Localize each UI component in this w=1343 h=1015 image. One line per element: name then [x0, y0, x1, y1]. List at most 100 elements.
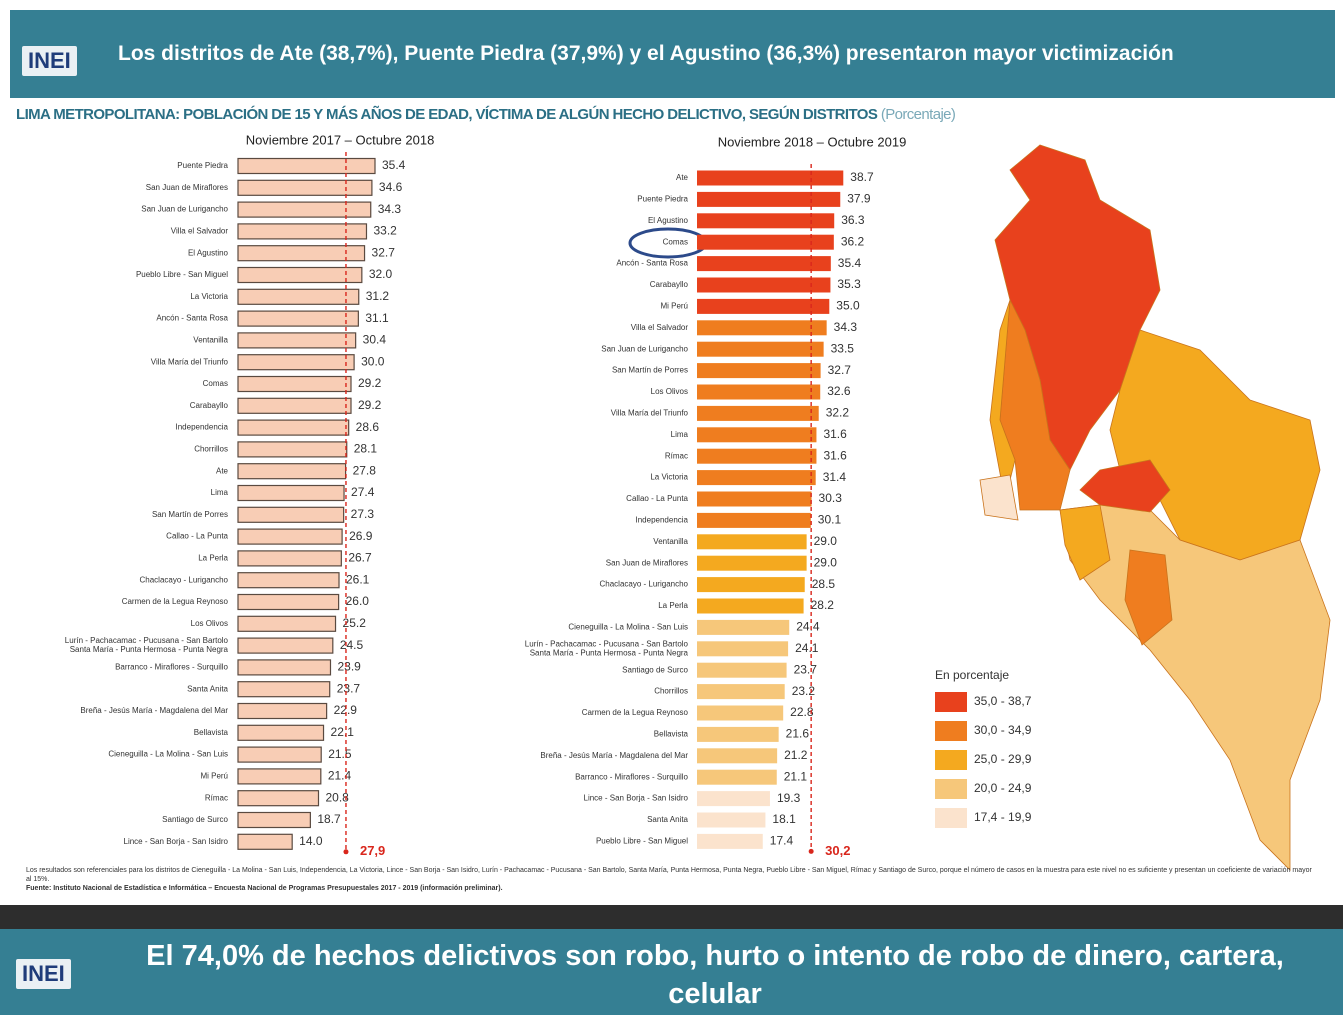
bar	[697, 405, 819, 421]
legend-label: 25,0 - 29,9	[974, 752, 1032, 766]
value-label: 21.5	[328, 747, 352, 761]
category-label: Breña - Jesús María - Magdalena del Mar	[540, 751, 688, 760]
bar	[697, 748, 778, 764]
category-label: Lince - San Borja - San Isidro	[124, 837, 229, 846]
category-label: Ate	[216, 466, 229, 475]
value-label: 36.3	[841, 213, 865, 227]
bar	[237, 419, 350, 436]
value-label: 14.0	[299, 834, 323, 848]
value-label: 23.2	[792, 684, 816, 698]
bar	[237, 768, 322, 785]
bar	[237, 572, 340, 589]
bar	[237, 179, 373, 196]
average-label: 30,2	[825, 843, 850, 858]
category-label: Barranco - Miraflores - Surquillo	[575, 772, 688, 781]
value-label: 32.7	[828, 363, 852, 377]
category-label: San Martín de Porres	[152, 510, 228, 519]
category-label: Villa el Salvador	[631, 323, 689, 332]
bar	[697, 705, 784, 721]
bar	[697, 512, 811, 528]
category-label: Independencia	[176, 423, 229, 432]
bar	[237, 223, 368, 240]
value-label: 34.3	[378, 202, 402, 216]
average-label: 27,9	[360, 843, 385, 858]
category-label: Ventanilla	[193, 336, 228, 345]
legend-swatch	[935, 721, 967, 741]
bar	[697, 577, 805, 593]
next-title: El 74,0% de hechos delictivos son robo, …	[146, 940, 1284, 1010]
value-label: 32.0	[369, 267, 393, 281]
category-label: El Agustino	[648, 216, 689, 225]
bar	[237, 790, 320, 807]
value-label: 26.0	[346, 594, 370, 608]
bar	[697, 277, 831, 293]
value-label: 35.3	[837, 277, 861, 291]
category-label: Breña - Jesús María - Magdalena del Mar	[80, 706, 228, 715]
legend-swatch	[935, 779, 967, 799]
bar	[237, 702, 328, 720]
value-label: 29.2	[358, 398, 382, 412]
bar	[697, 234, 834, 250]
next-banner: INEI El 74,0% de hechos delictivos son r…	[0, 929, 1343, 1015]
bar	[237, 506, 345, 523]
bar	[697, 491, 812, 507]
bar	[697, 555, 807, 571]
category-label: Los Olivos	[651, 387, 688, 396]
bar	[697, 619, 790, 635]
bar	[237, 397, 352, 414]
category-label: Santiago de Surco	[162, 815, 228, 824]
bar	[697, 213, 835, 229]
bar	[697, 470, 816, 486]
bar	[697, 448, 817, 464]
bar	[697, 256, 831, 272]
value-label: 22.8	[790, 705, 814, 719]
bar	[697, 833, 763, 849]
value-label: 28.1	[354, 442, 378, 456]
category-label: Rímac	[665, 451, 688, 460]
bar	[237, 245, 366, 262]
category-label: La Victoria	[190, 292, 228, 301]
legend-label: 17,4 - 19,9	[974, 810, 1032, 824]
value-label: 35.4	[382, 158, 406, 172]
category-label: Villa María del Triunfo	[611, 409, 689, 418]
category-label: Cieneguilla - La Molina - San Luis	[568, 623, 688, 632]
category-label: San Juan de Miraflores	[606, 558, 688, 567]
category-label: Carabayllo	[190, 401, 229, 410]
category-label: Carmen de la Legua Reynoso	[582, 708, 689, 717]
value-label: 24.5	[340, 638, 364, 652]
value-label: 29.0	[814, 555, 838, 569]
bar	[237, 724, 325, 741]
bar	[237, 637, 334, 654]
map-region	[989, 299, 1016, 501]
bar	[237, 201, 372, 218]
value-label: 32.7	[372, 245, 396, 259]
value-label: 28.6	[356, 420, 380, 434]
value-label: 17.4	[770, 834, 794, 848]
category-label: Santa Anita	[187, 684, 228, 693]
category-label: Comas	[663, 237, 688, 246]
value-label: 29.0	[814, 534, 838, 548]
average-marker	[343, 849, 349, 855]
category-label: Callao - La Punta	[626, 494, 688, 503]
bar	[697, 363, 821, 379]
bar	[697, 791, 770, 807]
bar	[697, 191, 841, 207]
separator	[0, 905, 1343, 929]
bar	[237, 811, 311, 829]
bar	[697, 170, 844, 186]
category-label: Pueblo Libre - San Miguel	[596, 837, 688, 846]
average-marker	[808, 848, 814, 854]
category-label: Barranco - Miraflores - Surquillo	[115, 663, 228, 672]
category-label: Villa María del Triunfo	[151, 357, 229, 366]
bar	[237, 288, 360, 305]
value-label: 27.4	[351, 485, 375, 499]
category-label: Ate	[676, 173, 689, 182]
bar	[237, 550, 342, 567]
value-label: 31.4	[823, 470, 847, 484]
bar	[237, 659, 332, 676]
value-label: 26.9	[349, 529, 373, 543]
bar	[697, 684, 785, 700]
value-label: 30.1	[818, 513, 842, 527]
category-label: Comas	[203, 379, 228, 388]
footnote-note: Los resultados son referenciales para lo…	[26, 867, 1312, 883]
